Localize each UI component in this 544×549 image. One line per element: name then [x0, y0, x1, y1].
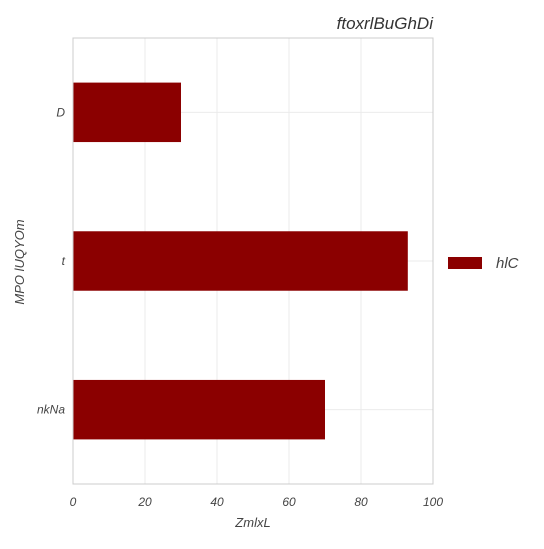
- bars: [73, 82, 408, 440]
- x-axis-label: ZmlxL: [234, 515, 270, 530]
- x-tick-label: 40: [210, 495, 224, 509]
- legend-swatch-hlC: [448, 257, 482, 269]
- y-axis-label: MPO lUQYOm: [12, 219, 27, 304]
- x-tick-label: 80: [354, 495, 368, 509]
- x-tick-label: 100: [423, 495, 443, 509]
- y-tick-label: nkNa: [37, 403, 65, 417]
- chart-title: ftoxrlBuGhDi: [337, 14, 435, 33]
- y-tick-label: t: [62, 254, 66, 268]
- bar: [73, 379, 325, 440]
- y-tick-label: D: [56, 105, 65, 119]
- plot-frame: [72, 37, 434, 485]
- bar: [73, 82, 181, 143]
- x-tick-labels: 0 20 40 60 80 100: [70, 495, 444, 509]
- y-tick-labels: Dt nkNa: [37, 105, 66, 416]
- x-tick-label: 20: [137, 495, 152, 509]
- x-tick-label: 60: [282, 495, 296, 509]
- legend: hlC: [448, 255, 519, 272]
- legend-label-hlC: hlC: [496, 255, 519, 272]
- x-tick-label: 0: [70, 495, 77, 509]
- bar: [73, 231, 408, 291]
